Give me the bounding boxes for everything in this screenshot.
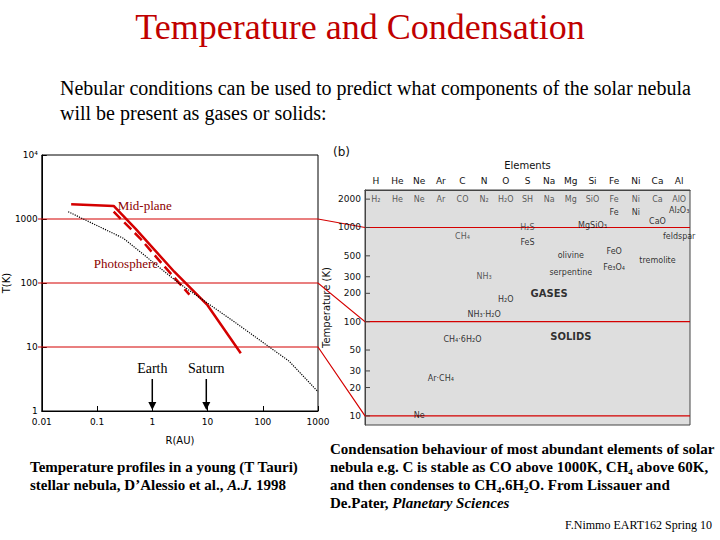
svg-text:R(AU): R(AU) (165, 435, 194, 446)
svg-text:CH₄: CH₄ (455, 232, 470, 241)
svg-text:O: O (502, 176, 509, 186)
svg-text:Ne: Ne (414, 411, 425, 420)
svg-text:Ca: Ca (652, 176, 664, 186)
svg-text:Photosphere: Photosphere (94, 256, 159, 271)
svg-text:Ni: Ni (632, 208, 640, 217)
svg-text:Earth: Earth (137, 361, 167, 376)
svg-text:serpentine: serpentine (549, 268, 592, 277)
svg-text:MgSiO₃: MgSiO₃ (578, 221, 607, 230)
svg-text:500: 500 (344, 251, 361, 261)
svg-text:Fe: Fe (610, 195, 619, 204)
svg-text:100: 100 (21, 278, 38, 288)
svg-text:olivine: olivine (558, 251, 584, 260)
svg-text:H₂S: H₂S (520, 223, 534, 232)
svg-text:SOLIDS: SOLIDS (550, 331, 591, 342)
svg-text:20: 20 (350, 383, 362, 393)
svg-text:He: He (391, 176, 404, 186)
html-text:Temperature profiles in a youn: Temperature profiles in a young (T Tauri… (30, 459, 298, 493)
svg-text:S: S (525, 176, 531, 186)
svg-text:SH: SH (522, 195, 533, 204)
svg-text:Ni: Ni (631, 176, 640, 186)
svg-text:N: N (481, 176, 488, 186)
svg-text:Ar: Ar (436, 176, 446, 186)
svg-text:FeO: FeO (606, 247, 621, 256)
svg-text:He: He (392, 195, 403, 204)
svg-text:Na: Na (543, 176, 555, 186)
html-text:Condensation behaviour of most: Condensation behaviour of most abundant … (330, 441, 715, 511)
svg-text:50: 50 (350, 345, 362, 355)
svg-text:0.1: 0.1 (90, 417, 104, 427)
svg-text:1000: 1000 (15, 214, 38, 224)
svg-text:N₂: N₂ (480, 195, 489, 204)
svg-text:H₂O: H₂O (498, 295, 514, 304)
svg-text:Ni: Ni (632, 195, 640, 204)
svg-text:2000: 2000 (338, 194, 361, 204)
svg-text:Mid-plane: Mid-plane (118, 198, 172, 213)
html-text:Nebular conditions can be used: Nebular conditions can be used to predic… (60, 77, 691, 124)
svg-text:Mg: Mg (565, 195, 577, 204)
svg-text:tremolite: tremolite (639, 256, 675, 265)
svg-text:10⁴: 10⁴ (23, 150, 38, 160)
svg-text:(b): (b) (333, 145, 350, 159)
svg-text:AlO: AlO (672, 195, 686, 204)
svg-text:30: 30 (350, 366, 362, 376)
svg-text:Fe: Fe (609, 176, 620, 186)
svg-text:Si: Si (588, 176, 596, 186)
svg-text:Ne: Ne (413, 176, 426, 186)
svg-text:Ca: Ca (652, 195, 663, 204)
svg-text:1000: 1000 (338, 222, 361, 232)
svg-text:NH₃: NH₃ (477, 272, 492, 281)
svg-text:Elements: Elements (504, 160, 551, 171)
svg-text:CO: CO (457, 195, 469, 204)
svg-text:10: 10 (202, 417, 214, 427)
svg-text:1: 1 (149, 417, 155, 427)
svg-text:200: 200 (344, 288, 361, 298)
svg-text:Mg: Mg (564, 176, 577, 186)
svg-text:Fe: Fe (610, 208, 619, 217)
svg-text:Al: Al (675, 176, 684, 186)
svg-text:NH₃·H₂O: NH₃·H₂O (468, 310, 501, 319)
svg-text:H₂: H₂ (371, 195, 380, 204)
svg-text:Al₂O₃: Al₂O₃ (669, 206, 689, 215)
svg-text:FeS: FeS (520, 238, 534, 247)
svg-text:100: 100 (254, 417, 271, 427)
svg-text:CaO: CaO (649, 217, 666, 226)
svg-text:100: 100 (344, 317, 361, 327)
svg-text:H₂O: H₂O (498, 195, 514, 204)
svg-text:10: 10 (350, 411, 362, 421)
html-text:Temperature and Condensation: Temperature and Condensation (135, 7, 585, 47)
svg-text:1000: 1000 (307, 417, 330, 427)
svg-text:300: 300 (344, 272, 361, 282)
svg-text:feldspar: feldspar (663, 232, 696, 241)
svg-text:Ne: Ne (414, 195, 425, 204)
svg-text:10: 10 (26, 342, 38, 352)
svg-text:Fe₃O₄: Fe₃O₄ (603, 263, 625, 272)
svg-text:Na: Na (544, 195, 555, 204)
svg-text:Saturn: Saturn (188, 361, 225, 376)
svg-text:Temperature (K): Temperature (K) (321, 267, 332, 349)
svg-text:SiO: SiO (586, 195, 600, 204)
svg-text:1: 1 (32, 406, 38, 416)
svg-text:H: H (372, 176, 379, 186)
svg-text:CH₄·6H₂O: CH₄·6H₂O (444, 335, 482, 344)
html-text:F.Nimmo EART162 Spring 10: F.Nimmo EART162 Spring 10 (565, 518, 712, 532)
svg-text:0.01: 0.01 (32, 417, 52, 427)
svg-text:Ar·CH₄: Ar·CH₄ (428, 374, 454, 383)
svg-text:GASES: GASES (531, 288, 568, 299)
svg-text:T(K): T(K) (1, 273, 12, 295)
svg-text:Ar: Ar (436, 195, 445, 204)
svg-text:C: C (459, 176, 465, 186)
